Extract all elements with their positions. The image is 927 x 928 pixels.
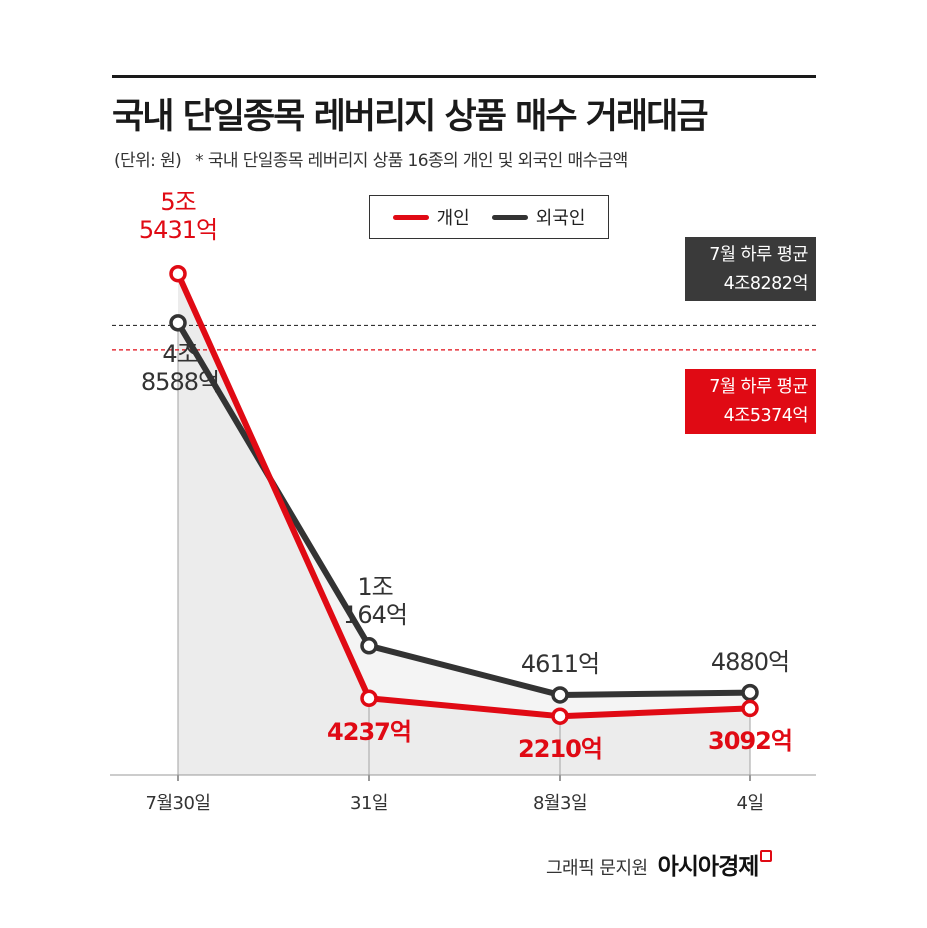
data-label-line: 1조 [357, 573, 393, 601]
legend-swatch-individual [392, 214, 429, 220]
data-label-line: 8588억 [140, 368, 220, 396]
data-label-foreign-1: 1조 164억 [343, 573, 408, 629]
data-label-line: 4237억 [327, 718, 412, 746]
x-tick-label: 8월3일 [532, 793, 588, 814]
legend-label-foreign: 외국인 [535, 208, 586, 229]
individual-average-label: 7월 하루 평균 [709, 377, 808, 397]
data-label-line: 3092억 [708, 727, 793, 755]
brand-logo: 아시아경제 [658, 847, 773, 881]
brand-name: 아시아경제 [657, 854, 760, 880]
data-label-line: 4조 [162, 340, 198, 368]
x-tick-label: 7월30일 [145, 793, 211, 814]
data-label-individual-0: 5조 5431억 [138, 188, 218, 244]
data-label-foreign-0: 4조 8588억 [140, 340, 220, 396]
data-label-foreign-2: 4611억 [520, 650, 600, 678]
marker-individual [741, 699, 759, 718]
data-label-foreign-3: 4880억 [710, 648, 790, 676]
data-label-line: 2210억 [518, 735, 603, 763]
data-label-individual-2: 2210억 [518, 735, 603, 763]
marker-foreign [169, 314, 187, 332]
legend-label-individual: 개인 [436, 208, 470, 229]
x-tick-label: 31일 [350, 793, 388, 814]
unit-note: (단위: 원) [114, 151, 182, 171]
legend-swatch-foreign [491, 214, 528, 220]
data-label-line: 164억 [343, 601, 408, 629]
individual-average-value: 4조5374억 [723, 406, 809, 426]
area-fill-foreign [178, 322, 750, 775]
top-rule [112, 75, 816, 78]
marker-foreign [551, 686, 569, 704]
data-label-line: 5431억 [138, 216, 218, 244]
chart-subtitle: (단위: 원) * 국내 단일종목 레버리지 상품 16종의 개인 및 외국인 매… [114, 146, 628, 171]
data-label-individual-3: 3092억 [708, 727, 793, 755]
legend: 개인 외국인 [369, 195, 609, 239]
series-line-individual [175, 270, 753, 720]
credit: 그래픽 문지원 아시아경제 [546, 847, 773, 881]
x-tick-label: 4일 [736, 793, 764, 814]
marker-foreign [360, 637, 378, 655]
brand-mark-icon [760, 850, 773, 862]
legend-item-individual: 개인 [392, 204, 470, 230]
individual-average-badge: 7월 하루 평균 4조5374억 [685, 369, 816, 434]
marker-individual [551, 707, 569, 725]
foreign-average-label: 7월 하루 평균 [709, 245, 808, 265]
foreign-average-value: 4조8282억 [723, 274, 809, 294]
data-label-line: 4611억 [520, 650, 600, 678]
chart-title: 국내 단일종목 레버리지 상품 매수 거래대금 [112, 97, 709, 137]
marker-individual [169, 264, 187, 283]
data-label-line: 4880억 [710, 648, 790, 676]
marker-individual [360, 689, 378, 708]
foreign-average-badge: 7월 하루 평균 4조8282억 [685, 237, 816, 301]
data-label-individual-1: 4237억 [327, 718, 412, 746]
legend-item-foreign: 외국인 [491, 204, 586, 230]
marker-foreign [741, 683, 759, 702]
source-note: * 국내 단일종목 레버리지 상품 16종의 개인 및 외국인 매수금액 [195, 151, 628, 171]
data-label-line: 5조 [160, 188, 196, 216]
credit-text: 그래픽 문지원 [546, 858, 648, 879]
